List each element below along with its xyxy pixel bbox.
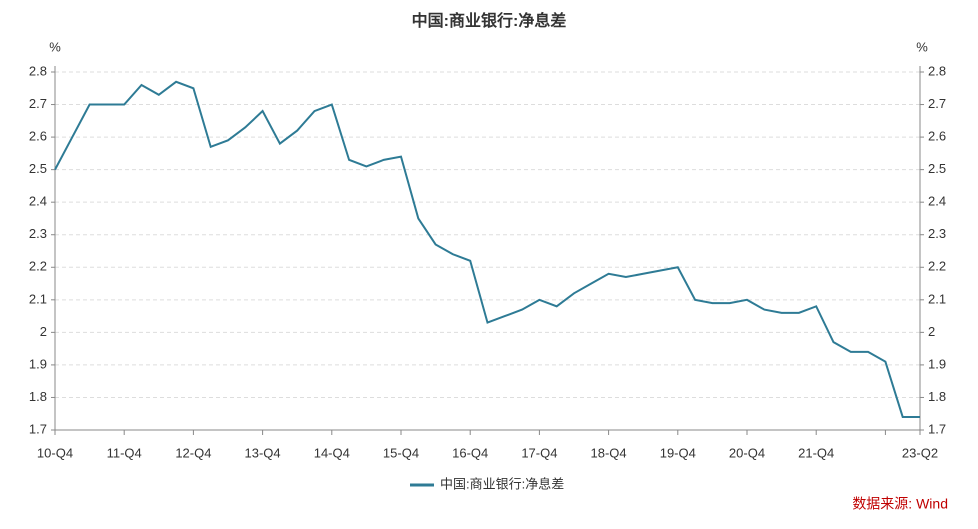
y2-tick-label: 2.5	[928, 161, 946, 176]
line	[54, 80, 920, 418]
y2-tick-label: 2.6	[928, 129, 946, 144]
y2-tick-label: 1.7	[928, 421, 946, 436]
x-tick-label: 15-Q4	[383, 445, 419, 460]
x-tick-label: 18-Q4	[591, 445, 627, 460]
y-tick-label: 2.2	[29, 259, 47, 274]
source: 数据来源: Wind	[852, 496, 948, 512]
chart-title: 中国:商业银行:净息差	[412, 11, 567, 30]
y-tick-label: 1.9	[29, 356, 47, 371]
legend-label: 中国:商业银行:净息差	[440, 476, 564, 491]
x-tick-label: 14-Q4	[314, 445, 350, 460]
y2-tick-label: 1.9	[928, 356, 946, 371]
x-tick-label: 21-Q4	[798, 445, 834, 460]
x-tick-label: 12-Q4	[175, 445, 211, 460]
y2-tick-label: 2.3	[928, 226, 946, 241]
y2-tick-label: 2.4	[928, 194, 946, 209]
y2-tick-label: 2.2	[928, 259, 946, 274]
y-tick-label: 1.8	[29, 389, 47, 404]
x-tick-label: 16-Q4	[452, 445, 488, 460]
x-tick-label: 11-Q4	[107, 445, 142, 460]
x-tick-label: 10-Q4	[37, 445, 73, 460]
y2-unit: %	[916, 39, 928, 54]
y2-tick-label: 1.8	[928, 389, 946, 404]
y2-tick-label: 2.1	[928, 291, 946, 306]
y2-tick-label: 2	[928, 324, 935, 339]
y-tick-label: 2.8	[29, 63, 47, 78]
x-tick-label: 20-Q4	[729, 445, 765, 460]
y-tick-label: 2.5	[29, 161, 47, 176]
x-tick-label: 17-Q4	[521, 445, 557, 460]
y-tick-label: 2.7	[29, 96, 47, 111]
x-tick-label: 19-Q4	[660, 445, 696, 460]
y-tick-label: 1.7	[29, 421, 47, 436]
y-tick-label: 2.3	[29, 226, 47, 241]
x-tick-label: 23-Q2	[902, 445, 938, 460]
y2-tick-label: 2.8	[928, 63, 946, 78]
x-tick-label: 13-Q4	[245, 445, 281, 460]
y-tick-label: 2.6	[29, 129, 47, 144]
y-tick-label: 2.1	[29, 291, 47, 306]
y-unit: %	[49, 39, 61, 54]
y-tick-label: 2.4	[29, 194, 47, 209]
y-tick-label: 2	[40, 324, 47, 339]
y2-tick-label: 2.7	[928, 96, 946, 111]
